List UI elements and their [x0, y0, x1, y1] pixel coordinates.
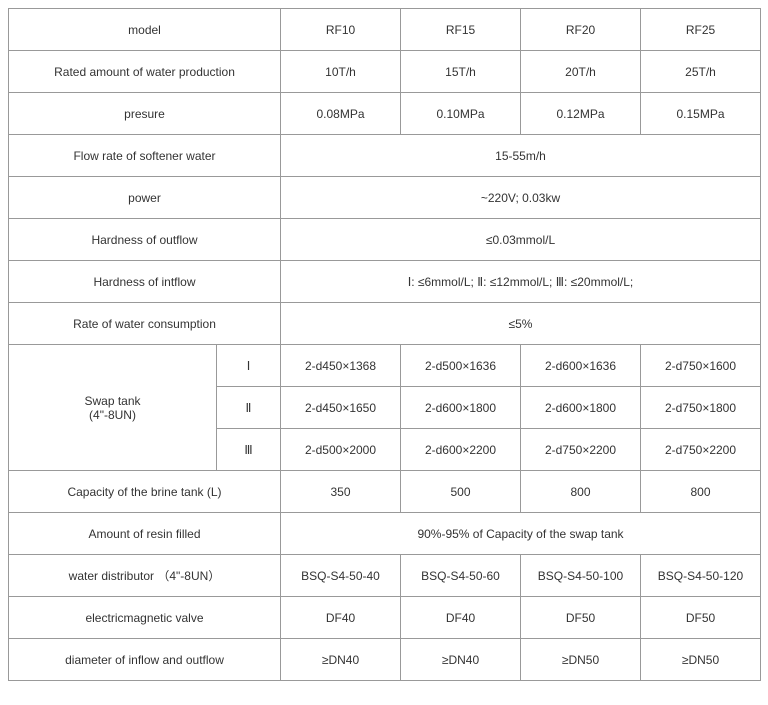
table-row: presure 0.08MPa 0.10MPa 0.12MPa 0.15MPa [9, 93, 761, 135]
cell-value: DF40 [401, 597, 521, 639]
cell-value: BSQ-S4-50-40 [281, 555, 401, 597]
row-label-swap-tank: Swap tank(4"-8UN) [9, 345, 217, 471]
cell-value: 2-d600×2200 [401, 429, 521, 471]
cell-value: 2-d600×1800 [521, 387, 641, 429]
cell-value: ≥DN50 [521, 639, 641, 681]
cell-value: 20T/h [521, 51, 641, 93]
table-row: electricmagnetic valve DF40 DF40 DF50 DF… [9, 597, 761, 639]
cell-value: ≥DN50 [641, 639, 761, 681]
header-model: RF25 [641, 9, 761, 51]
cell-value: 2-d500×2000 [281, 429, 401, 471]
cell-value: 0.08MPa [281, 93, 401, 135]
table-row: diameter of inflow and outflow ≥DN40 ≥DN… [9, 639, 761, 681]
cell-value-merged: ≤0.03mmol/L [281, 219, 761, 261]
cell-value: DF50 [641, 597, 761, 639]
swap-grade: Ⅰ [217, 345, 281, 387]
row-label: Capacity of the brine tank (L) [9, 471, 281, 513]
cell-value: BSQ-S4-50-60 [401, 555, 521, 597]
cell-value-merged: ≤5% [281, 303, 761, 345]
swap-grade: Ⅱ [217, 387, 281, 429]
table-row: Amount of resin filled 90%-95% of Capaci… [9, 513, 761, 555]
table-row: model RF10 RF15 RF20 RF25 [9, 9, 761, 51]
table-row: Flow rate of softener water 15-55m/h [9, 135, 761, 177]
row-label: water distributor （4"-8UN） [9, 555, 281, 597]
row-label: Flow rate of softener water [9, 135, 281, 177]
header-model: RF10 [281, 9, 401, 51]
cell-value: 0.12MPa [521, 93, 641, 135]
row-label: presure [9, 93, 281, 135]
table-row: Rated amount of water production 10T/h 1… [9, 51, 761, 93]
cell-value: 2-d750×2200 [521, 429, 641, 471]
cell-value: 350 [281, 471, 401, 513]
table-row: Capacity of the brine tank (L) 350 500 8… [9, 471, 761, 513]
table-row: power ~220V; 0.03kw [9, 177, 761, 219]
cell-value: ≥DN40 [401, 639, 521, 681]
cell-value: 2-d450×1368 [281, 345, 401, 387]
table-row: Swap tank(4"-8UN) Ⅰ 2-d450×1368 2-d500×1… [9, 345, 761, 387]
cell-value: BSQ-S4-50-100 [521, 555, 641, 597]
row-label: diameter of inflow and outflow [9, 639, 281, 681]
table-row: Rate of water consumption ≤5% [9, 303, 761, 345]
cell-value: BSQ-S4-50-120 [641, 555, 761, 597]
row-label: Rate of water consumption [9, 303, 281, 345]
cell-value: DF50 [521, 597, 641, 639]
header-model: RF20 [521, 9, 641, 51]
cell-value: 2-d600×1636 [521, 345, 641, 387]
cell-value: 2-d450×1650 [281, 387, 401, 429]
cell-value: 15T/h [401, 51, 521, 93]
row-label: power [9, 177, 281, 219]
cell-value: ≥DN40 [281, 639, 401, 681]
cell-value-merged: Ⅰ: ≤6mmol/L; Ⅱ: ≤12mmol/L; Ⅲ: ≤20mmol/L; [281, 261, 761, 303]
row-label: Hardness of outflow [9, 219, 281, 261]
spec-table: model RF10 RF15 RF20 RF25 Rated amount o… [8, 8, 761, 681]
cell-value: 2-d750×2200 [641, 429, 761, 471]
table-row: Hardness of intflow Ⅰ: ≤6mmol/L; Ⅱ: ≤12m… [9, 261, 761, 303]
cell-value: 2-d600×1800 [401, 387, 521, 429]
cell-value-merged: 15-55m/h [281, 135, 761, 177]
row-label: Amount of resin filled [9, 513, 281, 555]
row-label: Rated amount of water production [9, 51, 281, 93]
cell-value-merged: ~220V; 0.03kw [281, 177, 761, 219]
cell-value: 2-d500×1636 [401, 345, 521, 387]
cell-value: 10T/h [281, 51, 401, 93]
cell-value-merged: 90%-95% of Capacity of the swap tank [281, 513, 761, 555]
cell-value: 0.15MPa [641, 93, 761, 135]
header-model: RF15 [401, 9, 521, 51]
cell-value: 25T/h [641, 51, 761, 93]
cell-value: 500 [401, 471, 521, 513]
table-row: water distributor （4"-8UN） BSQ-S4-50-40 … [9, 555, 761, 597]
cell-value: DF40 [281, 597, 401, 639]
cell-value: 800 [641, 471, 761, 513]
header-model-label: model [9, 9, 281, 51]
cell-value: 2-d750×1800 [641, 387, 761, 429]
row-label: Hardness of intflow [9, 261, 281, 303]
table-row: Hardness of outflow ≤0.03mmol/L [9, 219, 761, 261]
swap-grade: Ⅲ [217, 429, 281, 471]
cell-value: 2-d750×1600 [641, 345, 761, 387]
row-label: electricmagnetic valve [9, 597, 281, 639]
cell-value: 800 [521, 471, 641, 513]
cell-value: 0.10MPa [401, 93, 521, 135]
